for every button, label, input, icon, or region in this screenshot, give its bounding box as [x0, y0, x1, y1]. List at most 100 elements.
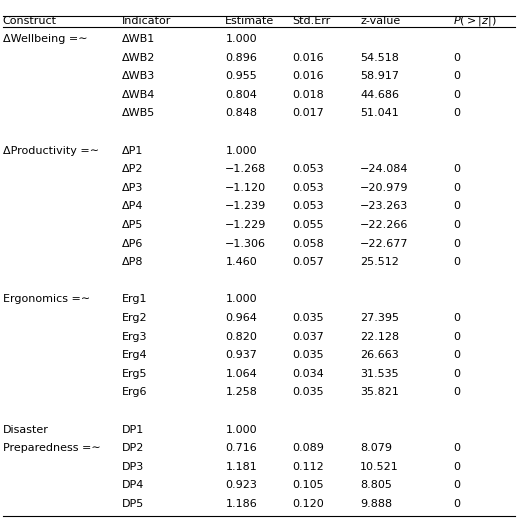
Text: 35.821: 35.821 — [360, 387, 399, 397]
Text: 1.460: 1.460 — [225, 257, 257, 267]
Text: 0.037: 0.037 — [293, 332, 324, 342]
Text: Erg3: Erg3 — [122, 332, 147, 342]
Text: 1.000: 1.000 — [225, 424, 257, 435]
Text: Erg2: Erg2 — [122, 313, 147, 323]
Text: 0.016: 0.016 — [293, 53, 324, 62]
Text: −1.306: −1.306 — [225, 239, 266, 249]
Text: DP1: DP1 — [122, 424, 144, 435]
Text: DP5: DP5 — [122, 499, 144, 509]
Text: 0.035: 0.035 — [293, 313, 324, 323]
Text: Erg6: Erg6 — [122, 387, 147, 397]
Text: 0.716: 0.716 — [225, 443, 257, 453]
Text: ΔP6: ΔP6 — [122, 239, 143, 249]
Text: 0: 0 — [453, 369, 461, 379]
Text: 0.896: 0.896 — [225, 53, 257, 62]
Text: Ergonomics =∼: Ergonomics =∼ — [3, 294, 90, 304]
Text: 0.053: 0.053 — [293, 164, 324, 174]
Text: 0: 0 — [453, 183, 461, 193]
Text: −22.266: −22.266 — [360, 220, 408, 230]
Text: 0: 0 — [453, 90, 461, 100]
Text: ΔWB5: ΔWB5 — [122, 108, 155, 119]
Text: 0.035: 0.035 — [293, 350, 324, 360]
Text: ΔWellbeing =∼: ΔWellbeing =∼ — [3, 34, 87, 44]
Text: 0.034: 0.034 — [293, 369, 324, 379]
Text: 44.686: 44.686 — [360, 90, 399, 100]
Text: 27.395: 27.395 — [360, 313, 399, 323]
Text: −1.229: −1.229 — [225, 220, 267, 230]
Text: 0.937: 0.937 — [225, 350, 257, 360]
Text: 0.018: 0.018 — [293, 90, 324, 100]
Text: 0.120: 0.120 — [293, 499, 324, 509]
Text: Erg5: Erg5 — [122, 369, 147, 379]
Text: 0: 0 — [453, 499, 461, 509]
Text: Erg4: Erg4 — [122, 350, 147, 360]
Text: 0.955: 0.955 — [225, 71, 257, 81]
Text: 0.848: 0.848 — [225, 108, 257, 119]
Text: z-value: z-value — [360, 16, 400, 27]
Text: Construct: Construct — [3, 16, 56, 27]
Text: Preparedness =∼: Preparedness =∼ — [3, 443, 100, 453]
Text: Std.Err: Std.Err — [293, 16, 331, 27]
Text: 26.663: 26.663 — [360, 350, 399, 360]
Text: 25.512: 25.512 — [360, 257, 399, 267]
Text: 0.053: 0.053 — [293, 201, 324, 211]
Text: 0: 0 — [453, 332, 461, 342]
Text: 0: 0 — [453, 71, 461, 81]
Text: 0: 0 — [453, 201, 461, 211]
Text: ΔP1: ΔP1 — [122, 146, 143, 155]
Text: 0.016: 0.016 — [293, 71, 324, 81]
Text: −1.268: −1.268 — [225, 164, 267, 174]
Text: DP4: DP4 — [122, 480, 144, 490]
Text: 0.923: 0.923 — [225, 480, 257, 490]
Text: 0: 0 — [453, 443, 461, 453]
Text: 1.064: 1.064 — [225, 369, 257, 379]
Text: $P(>|z|)$: $P(>|z|)$ — [453, 15, 497, 28]
Text: −24.084: −24.084 — [360, 164, 409, 174]
Text: 0: 0 — [453, 108, 461, 119]
Text: 0: 0 — [453, 164, 461, 174]
Text: 51.041: 51.041 — [360, 108, 399, 119]
Text: 10.521: 10.521 — [360, 462, 399, 472]
Text: 1.186: 1.186 — [225, 499, 257, 509]
Text: 0.964: 0.964 — [225, 313, 257, 323]
Text: 0.112: 0.112 — [293, 462, 324, 472]
Text: 0.053: 0.053 — [293, 183, 324, 193]
Text: 1.258: 1.258 — [225, 387, 257, 397]
Text: ΔP8: ΔP8 — [122, 257, 143, 267]
Text: Disaster: Disaster — [3, 424, 49, 435]
Text: 1.000: 1.000 — [225, 294, 257, 304]
Text: ΔP4: ΔP4 — [122, 201, 143, 211]
Text: 1.000: 1.000 — [225, 146, 257, 155]
Text: 22.128: 22.128 — [360, 332, 399, 342]
Text: ΔWB4: ΔWB4 — [122, 90, 155, 100]
Text: Estimate: Estimate — [225, 16, 275, 27]
Text: 0.089: 0.089 — [293, 443, 325, 453]
Text: 0.035: 0.035 — [293, 387, 324, 397]
Text: 0.055: 0.055 — [293, 220, 324, 230]
Text: 9.888: 9.888 — [360, 499, 392, 509]
Text: 8.805: 8.805 — [360, 480, 392, 490]
Text: Erg1: Erg1 — [122, 294, 147, 304]
Text: 0: 0 — [453, 239, 461, 249]
Text: DP2: DP2 — [122, 443, 144, 453]
Text: 0: 0 — [453, 257, 461, 267]
Text: 0.820: 0.820 — [225, 332, 257, 342]
Text: ΔWB1: ΔWB1 — [122, 34, 155, 44]
Text: −1.120: −1.120 — [225, 183, 266, 193]
Text: ΔP5: ΔP5 — [122, 220, 143, 230]
Text: Indicator: Indicator — [122, 16, 171, 27]
Text: ΔP2: ΔP2 — [122, 164, 143, 174]
Text: 0: 0 — [453, 313, 461, 323]
Text: 0: 0 — [453, 220, 461, 230]
Text: 0.105: 0.105 — [293, 480, 324, 490]
Text: 1.000: 1.000 — [225, 34, 257, 44]
Text: −22.677: −22.677 — [360, 239, 409, 249]
Text: −23.263: −23.263 — [360, 201, 408, 211]
Text: 31.535: 31.535 — [360, 369, 399, 379]
Text: ΔWB2: ΔWB2 — [122, 53, 155, 62]
Text: ΔWB3: ΔWB3 — [122, 71, 155, 81]
Text: −20.979: −20.979 — [360, 183, 409, 193]
Text: −1.239: −1.239 — [225, 201, 267, 211]
Text: 0.017: 0.017 — [293, 108, 324, 119]
Text: 54.518: 54.518 — [360, 53, 399, 62]
